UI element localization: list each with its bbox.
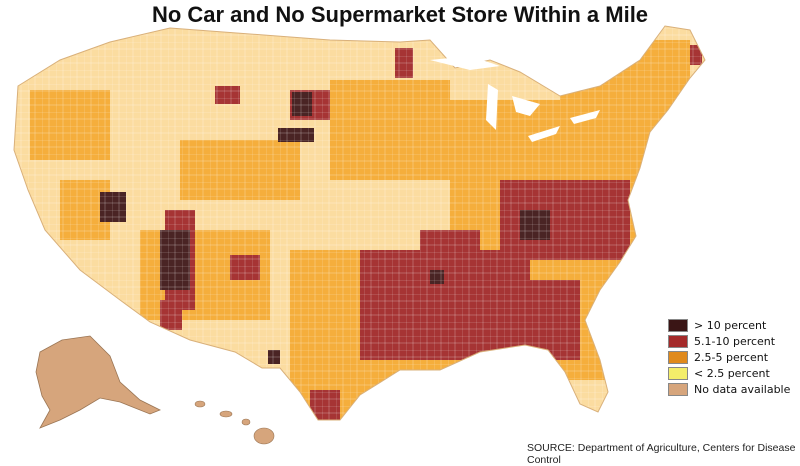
legend-label: 2.5-5 percent xyxy=(694,350,769,364)
legend-item: No data available xyxy=(668,382,790,396)
legend-item: 2.5-5 percent xyxy=(668,350,790,364)
legend-item: > 10 percent xyxy=(668,318,790,332)
legend-swatch xyxy=(668,382,688,396)
lake-superior xyxy=(430,56,500,70)
legend-swatch xyxy=(668,366,688,380)
alaska-no-data xyxy=(35,335,161,429)
legend-label: > 10 percent xyxy=(694,318,767,332)
lake-erie xyxy=(528,126,560,142)
lake-huron xyxy=(512,96,540,116)
great-lakes xyxy=(430,56,600,142)
source-credit: SOURCE: Department of Agriculture, Cente… xyxy=(527,442,796,466)
legend-item: < 2.5 percent xyxy=(668,366,790,380)
map-title: No Car and No Supermarket Store Within a… xyxy=(151,2,649,27)
legend-swatch xyxy=(668,334,688,348)
hawaii-no-data xyxy=(194,400,275,445)
legend-label: 5.1-10 percent xyxy=(694,334,776,348)
legend-label: < 2.5 percent xyxy=(694,366,770,380)
legend-label: No data available xyxy=(694,382,791,396)
legend-swatch xyxy=(668,350,688,364)
lake-ontario xyxy=(570,110,600,124)
map-legend: > 10 percent 5.1-10 percent 2.5-5 percen… xyxy=(668,318,790,398)
legend-swatch xyxy=(668,318,688,332)
legend-item: 5.1-10 percent xyxy=(668,334,790,348)
lake-michigan xyxy=(486,84,498,130)
